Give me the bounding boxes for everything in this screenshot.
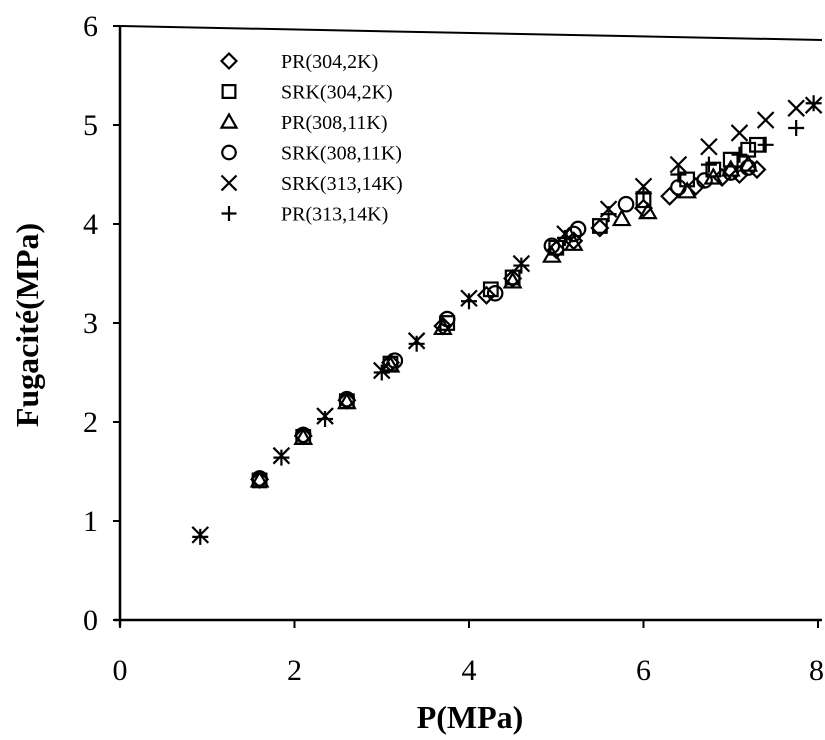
- legend-marker-plus-icon: [221, 206, 237, 221]
- data-point: [686, 176, 706, 196]
- data-point: [600, 206, 617, 223]
- x-axis-title: P(MPa): [417, 699, 524, 735]
- legend-label: SRK(308,11K): [281, 143, 402, 165]
- data-point: [730, 124, 749, 142]
- data-point: [637, 201, 658, 220]
- data-point: [556, 229, 573, 246]
- y-tick-label: 4: [83, 208, 98, 241]
- data-point: [294, 426, 312, 444]
- y-axis-ticks: 0 1 2 3 4 5 6: [83, 10, 120, 637]
- data-point: [513, 257, 530, 274]
- data-point: [669, 155, 688, 174]
- data-point: [591, 218, 608, 234]
- data-point: [482, 281, 499, 298]
- legend-label: PR(308,11K): [281, 112, 387, 134]
- data-point: [541, 245, 562, 263]
- data-point: [461, 293, 477, 310]
- data-point: [336, 391, 357, 410]
- data-point: [660, 186, 680, 206]
- data-points: [191, 95, 823, 545]
- data-point: [373, 364, 390, 381]
- data-point: [705, 161, 722, 178]
- x-axis-ticks: 0 2 4 6 8: [113, 620, 824, 687]
- x-tick-label: 0: [113, 654, 128, 687]
- data-point: [700, 156, 717, 173]
- x-tick-label: 4: [462, 654, 477, 687]
- data-point: [635, 184, 652, 201]
- data-point: [788, 119, 805, 136]
- legend-marker-square-icon: [221, 84, 237, 99]
- data-point: [611, 208, 632, 227]
- data-point: [700, 138, 718, 156]
- legend-label: PR(304,2K): [281, 51, 378, 73]
- data-point: [677, 181, 698, 199]
- legend-item: SRK(304,2K): [221, 82, 393, 104]
- legend-marker-cross-icon: [220, 174, 238, 192]
- data-point: [504, 269, 521, 286]
- legend-label: SRK(304,2K): [281, 82, 393, 104]
- legend-marker-diamond-icon: [219, 51, 239, 71]
- legend-item: PR(308,11K): [219, 112, 387, 134]
- legend-item: PR(313,14K): [221, 204, 388, 226]
- legend-marker-circle-icon: [221, 144, 237, 161]
- data-point: [805, 95, 822, 112]
- legend-item: SRK(313,14K): [220, 173, 403, 195]
- data-point: [738, 154, 759, 172]
- data-point: [731, 146, 748, 163]
- data-point: [696, 172, 713, 189]
- data-point: [757, 136, 774, 153]
- y-tick-label: 0: [83, 604, 98, 637]
- legend: PR(304,2K) SRK(304,2K) PR(308,11K) SRK(308,…: [219, 51, 403, 226]
- data-point: [787, 99, 805, 117]
- data-point: [729, 164, 750, 185]
- data-point: [720, 159, 741, 177]
- legend-label: SRK(313,14K): [281, 173, 403, 195]
- data-point: [273, 449, 290, 466]
- data-point: [192, 528, 209, 545]
- data-point: [590, 218, 610, 238]
- data-point: [722, 164, 740, 181]
- data-point: [617, 195, 635, 213]
- data-point: [317, 411, 334, 428]
- y-tick-label: 3: [83, 307, 98, 340]
- data-point: [293, 427, 314, 445]
- data-point: [670, 166, 687, 183]
- data-point: [543, 237, 561, 255]
- x-tick-label: 2: [287, 654, 302, 687]
- x-tick-label: 8: [809, 654, 824, 687]
- data-point: [722, 151, 739, 168]
- y-tick-label: 6: [83, 10, 98, 43]
- data-point: [386, 352, 404, 369]
- data-point: [747, 159, 767, 180]
- data-point: [563, 233, 584, 251]
- y-tick-label: 1: [83, 505, 98, 538]
- data-point: [486, 284, 504, 302]
- data-point: [338, 390, 356, 408]
- plot-frame: [114, 25, 823, 626]
- legend-label: PR(313,14K): [281, 204, 388, 226]
- data-point: [546, 240, 566, 260]
- plot-top-border: [119, 25, 823, 41]
- data-point: [438, 310, 456, 328]
- data-point: [739, 159, 757, 176]
- legend-marker-triangle-icon: [219, 112, 239, 129]
- data-point: [502, 271, 523, 289]
- data-point: [756, 111, 775, 129]
- data-point: [251, 470, 268, 487]
- legend-item: PR(304,2K): [219, 51, 378, 73]
- data-point: [408, 335, 425, 352]
- x-tick-label: 6: [636, 654, 651, 687]
- series-plus: [192, 95, 822, 545]
- legend-item: SRK(308,11K): [221, 143, 402, 165]
- data-point: [476, 285, 497, 305]
- y-tick-label: 2: [83, 406, 98, 439]
- y-axis-title: Fugacité(MPa): [9, 223, 45, 427]
- y-tick-label: 5: [83, 109, 98, 142]
